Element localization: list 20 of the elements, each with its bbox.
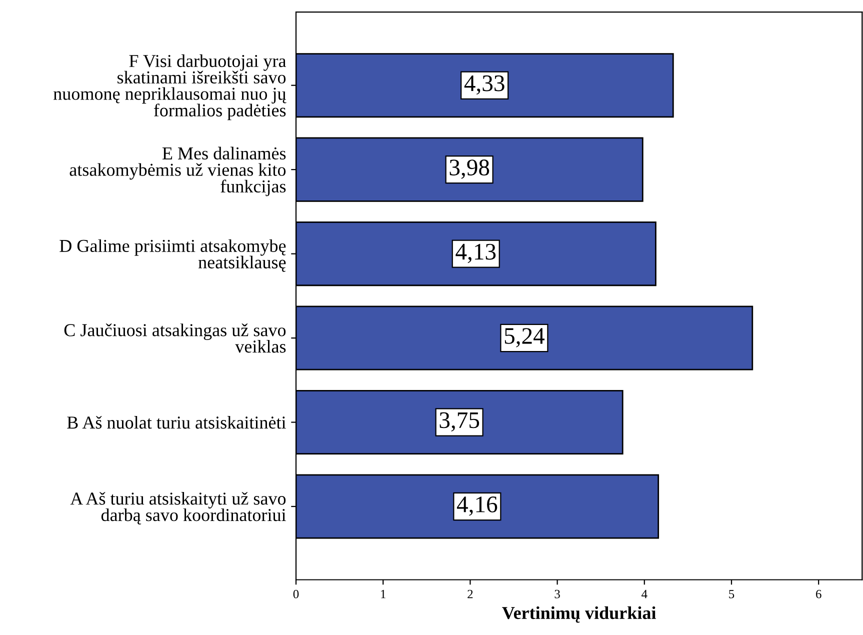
y-tick-label: F Visi darbuotojai yra skatinami išreikšti savo nuomonę nepriklausomai nuo jų formalios padėties bbox=[54, 54, 286, 120]
data-label: 3,75 bbox=[440, 412, 480, 432]
x-tick-label: 5 bbox=[729, 590, 734, 598]
data-label: 3,98 bbox=[450, 160, 490, 179]
data-label: 4,33 bbox=[464, 75, 504, 95]
x-axis-title: Vertinimų vidurkiai bbox=[502, 606, 656, 623]
data-label: 4,13 bbox=[456, 244, 496, 264]
x-tick-label: 1 bbox=[381, 590, 386, 598]
y-tick-label: C Jaučiuosi atsakingas už savo veiklas bbox=[64, 324, 286, 353]
y-tick-label: D Galime prisiimti atsakomybę neatsiklausę bbox=[60, 239, 286, 272]
x-tick-label: 6 bbox=[816, 590, 822, 598]
x-tick-label: 0 bbox=[293, 590, 299, 598]
x-tick-label: 2 bbox=[468, 590, 473, 598]
data-label: 4,16 bbox=[456, 496, 498, 516]
y-tick-label: B Aš nuolat turiu atsiskaitinėti bbox=[67, 416, 286, 429]
x-tick-label: 3 bbox=[554, 590, 560, 598]
x-tick-label: 4 bbox=[642, 590, 648, 598]
y-tick-label: E Mes dalinamės atsakomybėmis už vienas kito funkcijas bbox=[70, 146, 286, 196]
y-tick-label: A Aš turiu atsiskaityti už savo darbą savo koordinatoriui bbox=[70, 492, 286, 525]
data-label: 5,24 bbox=[504, 328, 544, 348]
